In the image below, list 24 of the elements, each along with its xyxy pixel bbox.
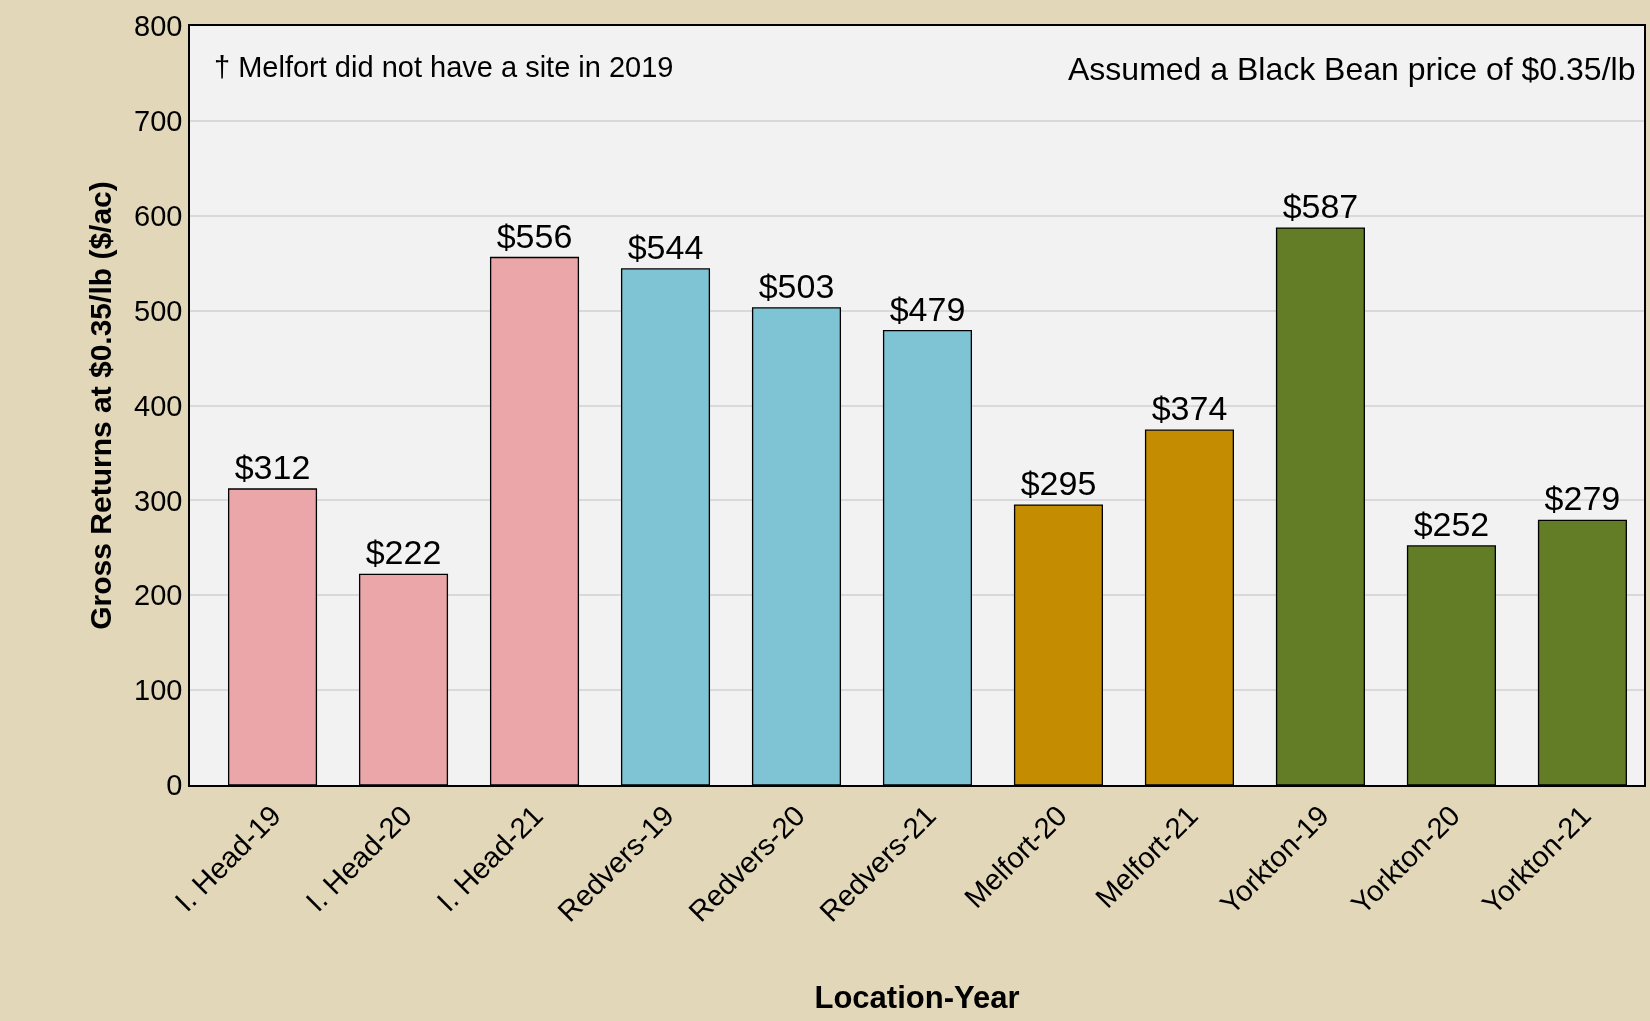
data-label: $503 xyxy=(758,266,835,305)
data-label: $222 xyxy=(365,533,442,572)
y-tick-label: 600 xyxy=(134,199,183,232)
data-label: $295 xyxy=(1020,464,1097,503)
x-axis-title: Location-Year xyxy=(814,980,1020,1016)
y-tick-label: 700 xyxy=(134,105,183,138)
y-tick-label: 800 xyxy=(134,10,183,43)
data-label: $587 xyxy=(1282,187,1359,226)
data-label: $252 xyxy=(1413,504,1490,543)
y-axis-title: Gross Returns at $0.35/lb ($/ac) xyxy=(83,181,117,630)
annotation: † Melfort did not have a site in 2019 xyxy=(214,51,674,83)
data-label: $544 xyxy=(627,227,704,266)
y-tick-label: 300 xyxy=(134,484,183,517)
data-label: $374 xyxy=(1151,389,1228,428)
data-label: $312 xyxy=(234,447,311,486)
y-tick-label: 200 xyxy=(134,579,183,612)
annotation: Assumed a Black Bean price of $0.35/lb xyxy=(1068,51,1636,87)
y-tick-label: 500 xyxy=(134,294,183,327)
data-label: $279 xyxy=(1544,479,1621,518)
y-tick-label: 0 xyxy=(166,769,183,802)
y-tick-label: 100 xyxy=(134,674,183,707)
y-tick-label: 400 xyxy=(134,389,183,422)
data-label: $556 xyxy=(496,216,573,255)
data-label: $479 xyxy=(889,289,966,328)
